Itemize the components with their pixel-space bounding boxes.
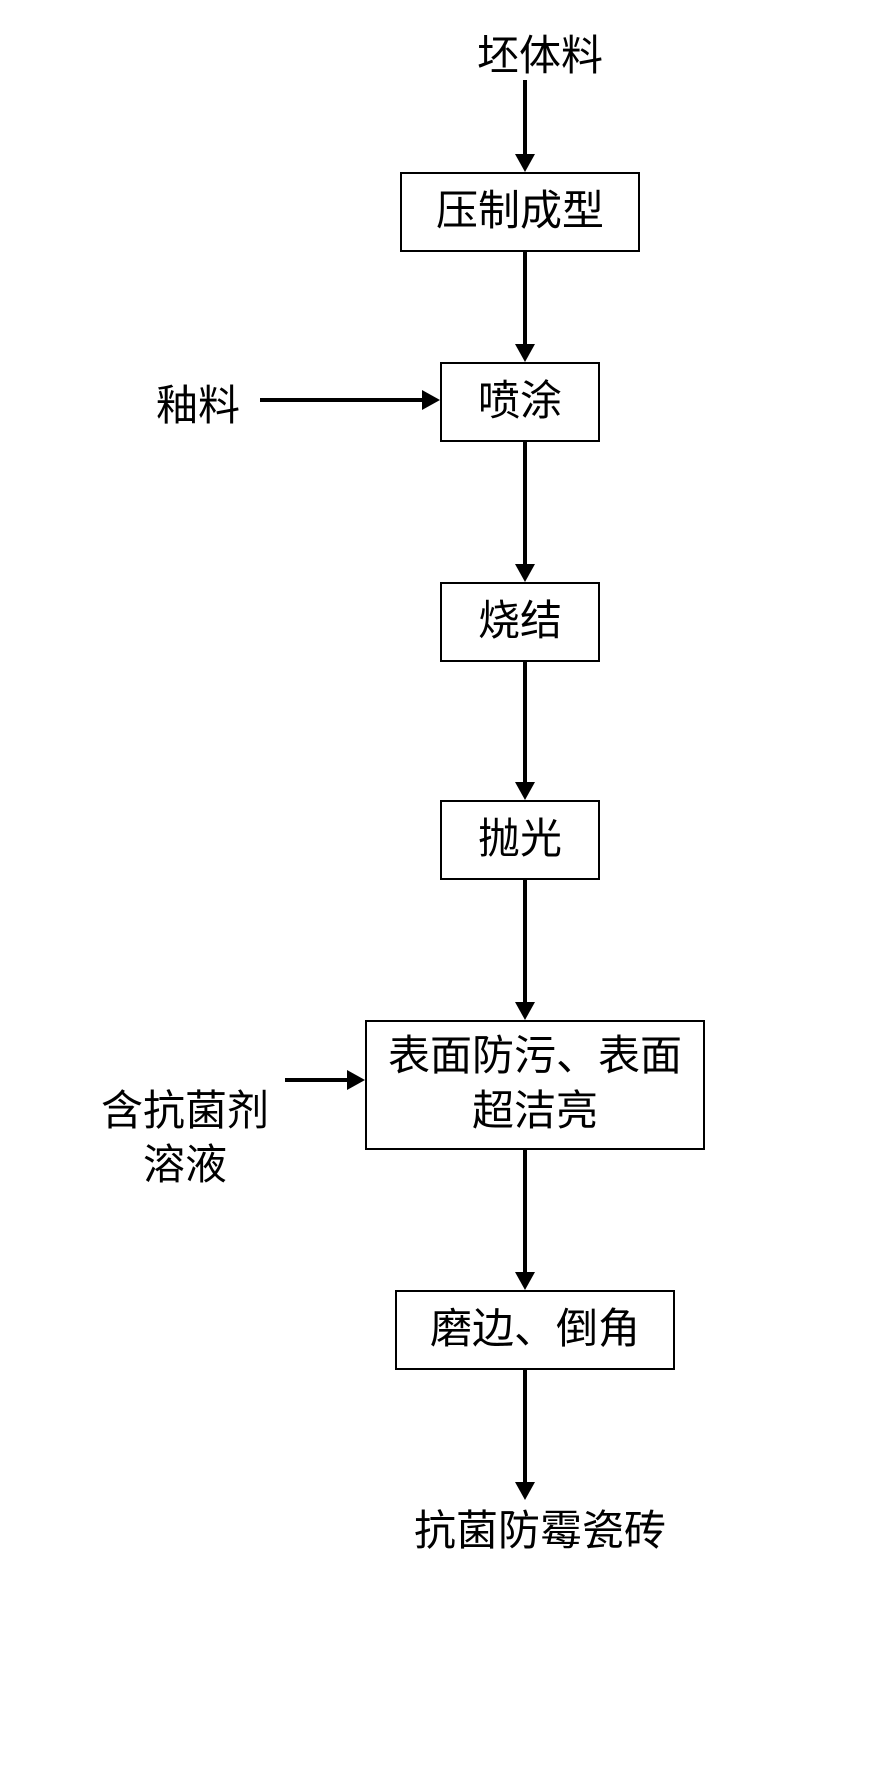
spray-text: 喷涂 (478, 375, 562, 430)
glaze-label: 釉料 (148, 380, 248, 435)
glaze-text: 釉料 (156, 384, 240, 430)
edge-text: 磨边、倒角 (430, 1303, 640, 1358)
press-box: 压制成型 (400, 172, 640, 252)
flowchart-container: 坯体料 压制成型 釉料 喷涂 烧结 抛光 含抗菌剂 溶液 表面防污、表面 超洁亮… (0, 0, 875, 1770)
arrow-line (523, 1150, 527, 1272)
output-label: 抗菌防霉瓷砖 (410, 1505, 670, 1560)
arrow-line (523, 1370, 527, 1482)
input-text: 坯体料 (477, 34, 603, 80)
arrow-line (523, 252, 527, 344)
spray-box: 喷涂 (440, 362, 600, 442)
arrow-line (523, 80, 527, 154)
arrow-line (260, 398, 422, 402)
polish-box: 抛光 (440, 800, 600, 880)
surface-box: 表面防污、表面 超洁亮 (365, 1020, 705, 1150)
sinter-box: 烧结 (440, 582, 600, 662)
arrow-head-down (515, 1482, 535, 1500)
arrow-head-down (515, 782, 535, 800)
arrow-line (523, 442, 527, 564)
arrow-head-down (515, 154, 535, 172)
surface-text: 表面防污、表面 超洁亮 (388, 1030, 682, 1139)
input-label: 坯体料 (470, 30, 610, 85)
arrow-line (285, 1078, 347, 1082)
arrow-head-down (515, 1002, 535, 1020)
antibac-label: 含抗菌剂 溶液 (95, 1030, 275, 1194)
output-text: 抗菌防霉瓷砖 (414, 1509, 666, 1555)
polish-text: 抛光 (478, 813, 562, 868)
press-text: 压制成型 (436, 185, 604, 240)
arrow-head-down (515, 1272, 535, 1290)
arrow-line (523, 880, 527, 1002)
sinter-text: 烧结 (478, 595, 562, 650)
arrow-head-down (515, 344, 535, 362)
arrow-head-right (347, 1070, 365, 1090)
arrow-line (523, 662, 527, 782)
arrow-head-down (515, 564, 535, 582)
antibac-text: 含抗菌剂 溶液 (101, 1089, 269, 1190)
arrow-head-right (422, 390, 440, 410)
edge-box: 磨边、倒角 (395, 1290, 675, 1370)
